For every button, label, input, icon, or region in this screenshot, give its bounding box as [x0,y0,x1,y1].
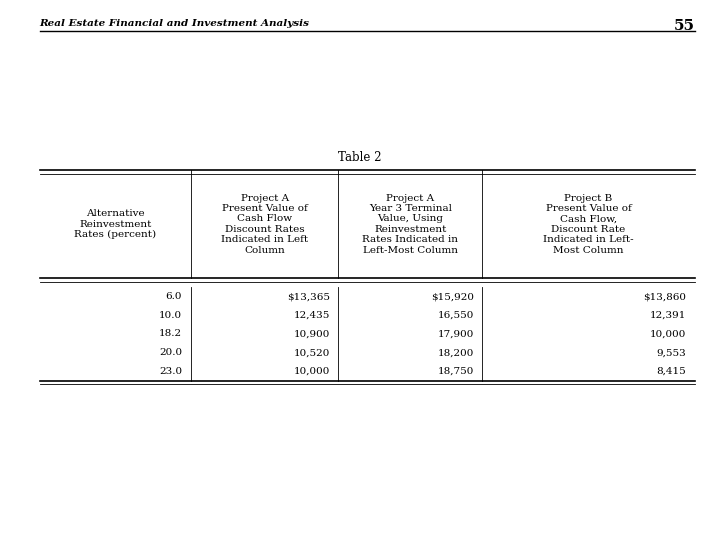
Text: $15,920: $15,920 [431,292,474,301]
Text: 16,550: 16,550 [437,311,474,320]
Text: 10,520: 10,520 [293,348,330,357]
Text: 8,415: 8,415 [657,367,686,376]
Text: 6.0: 6.0 [166,292,182,301]
Text: Project A
Present Value of
Cash Flow
Discount Rates
Indicated in Left
Column: Project A Present Value of Cash Flow Dis… [221,194,308,254]
Text: 18,200: 18,200 [437,348,474,357]
Text: 55: 55 [674,19,695,33]
Text: 23.0: 23.0 [159,367,182,376]
Text: 10,000: 10,000 [293,367,330,376]
Text: 10.0: 10.0 [159,311,182,320]
Text: 10,900: 10,900 [293,329,330,339]
Text: Real Estate Financial and Investment Analysis: Real Estate Financial and Investment Ana… [40,19,310,28]
Text: $13,365: $13,365 [287,292,330,301]
Text: Table 2: Table 2 [338,151,382,164]
Text: 9,553: 9,553 [657,348,686,357]
Text: Alternative
Reinvestment
Rates (percent): Alternative Reinvestment Rates (percent) [74,209,156,239]
Text: 17,900: 17,900 [437,329,474,339]
Text: Project A
Year 3 Terminal
Value, Using
Reinvestment
Rates Indicated in
Left-Most: Project A Year 3 Terminal Value, Using R… [362,194,459,254]
Text: $13,860: $13,860 [643,292,686,301]
Text: 18.2: 18.2 [159,329,182,339]
Text: 12,391: 12,391 [649,311,686,320]
Text: 20.0: 20.0 [159,348,182,357]
Text: Project B
Present Value of
Cash Flow,
Discount Rate
Indicated in Left-
Most Colu: Project B Present Value of Cash Flow, Di… [544,194,634,254]
Text: 10,000: 10,000 [649,329,686,339]
Text: 18,750: 18,750 [437,367,474,376]
Text: 12,435: 12,435 [293,311,330,320]
